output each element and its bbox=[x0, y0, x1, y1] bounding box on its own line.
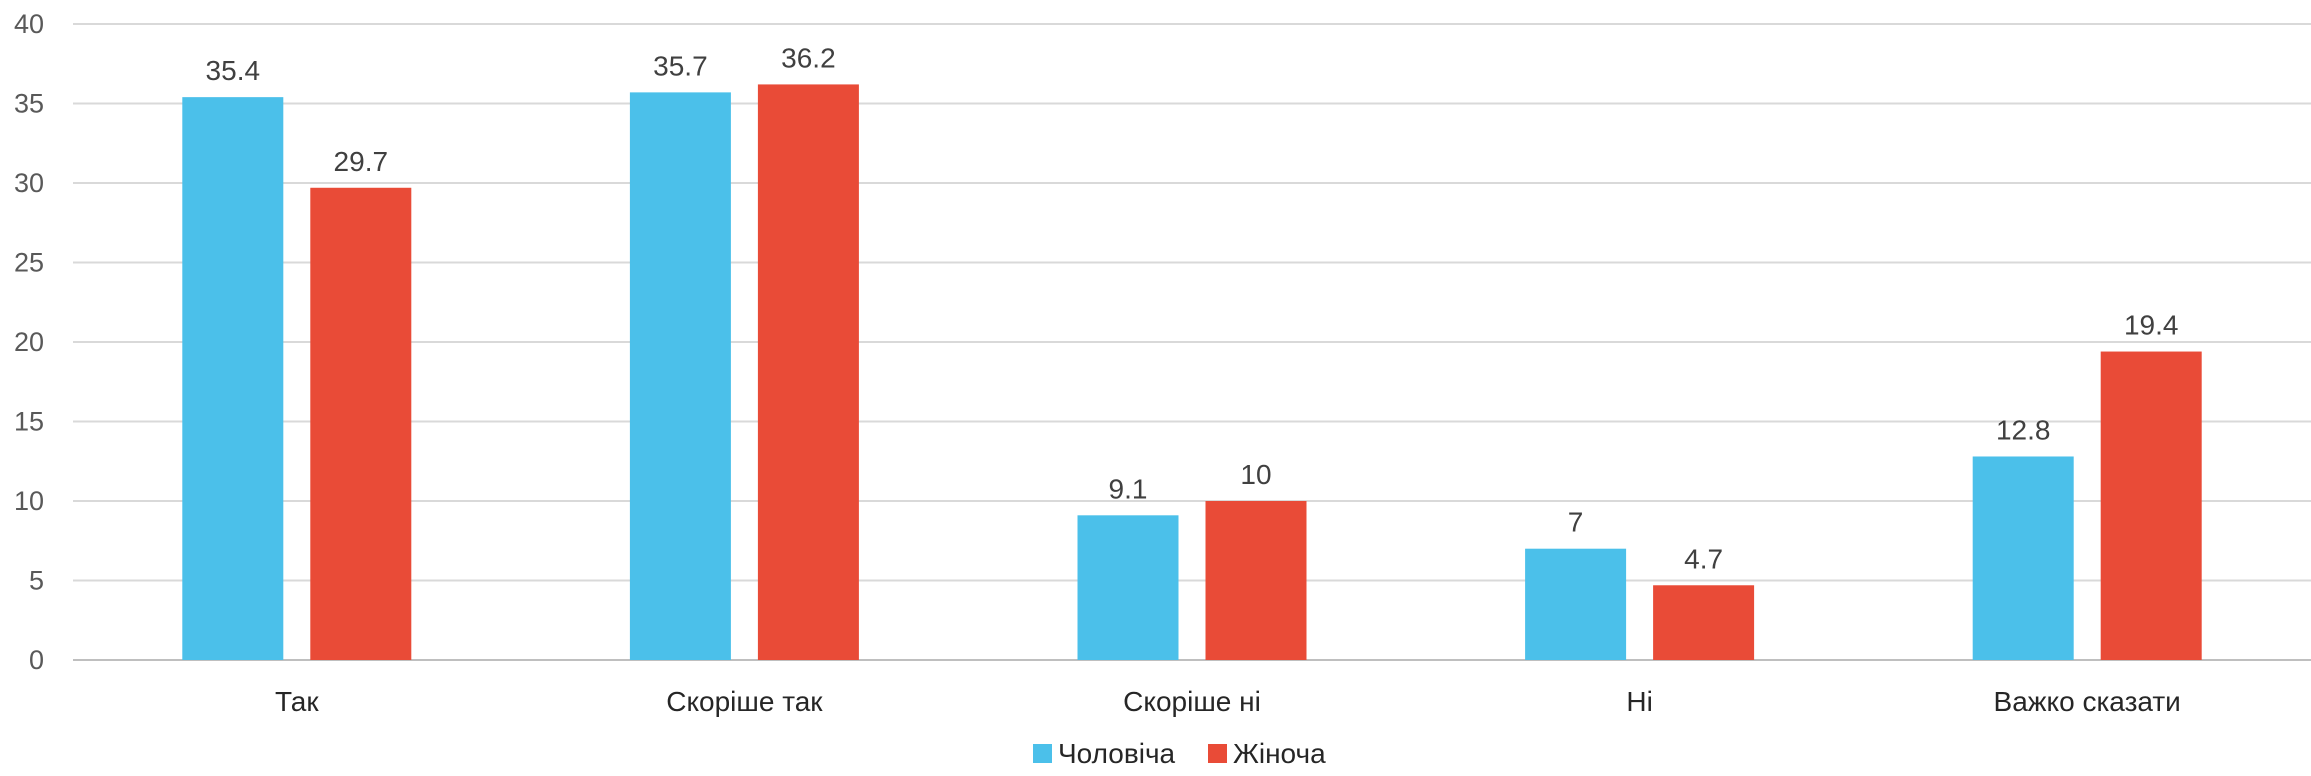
data-label: 36.2 bbox=[781, 42, 836, 73]
data-label: 7 bbox=[1568, 507, 1584, 538]
data-label: 9.1 bbox=[1109, 473, 1148, 504]
y-tick-label: 20 bbox=[14, 327, 44, 357]
bar-male-4 bbox=[1972, 456, 2074, 660]
gridlines bbox=[73, 23, 2311, 661]
y-tick-label: 30 bbox=[14, 168, 44, 198]
category-label: Важко сказати bbox=[1994, 686, 2181, 717]
data-label: 35.4 bbox=[206, 55, 261, 86]
bar-male-1 bbox=[629, 92, 731, 661]
bar-female-0 bbox=[310, 187, 412, 660]
legend-swatch-male bbox=[1033, 744, 1052, 763]
legend-label-male: Чоловіча bbox=[1058, 738, 1176, 769]
bar-male-0 bbox=[182, 97, 284, 660]
category-label: Ні bbox=[1626, 686, 1652, 717]
data-label: 10 bbox=[1240, 459, 1271, 490]
data-label: 12.8 bbox=[1996, 414, 2051, 445]
y-tick-label: 10 bbox=[14, 486, 44, 516]
data-label: 29.7 bbox=[334, 146, 389, 177]
data-labels: 35.4 29.7 35.7 36.2 9.1 10 7 4.7 12.8 19.4 bbox=[206, 42, 2179, 574]
x-axis-categories: Так Скоріше так Скоріше ні Ні Важко сказати bbox=[275, 686, 2181, 717]
category-label: Скоріше ні bbox=[1123, 686, 1261, 717]
bar-female-2 bbox=[1205, 501, 1307, 660]
y-tick-label: 5 bbox=[29, 566, 44, 596]
y-tick-label: 35 bbox=[14, 89, 44, 119]
data-label: 19.4 bbox=[2124, 310, 2179, 341]
y-axis-ticks: 0 5 10 15 20 25 30 35 40 bbox=[14, 9, 44, 675]
data-label: 35.7 bbox=[653, 50, 708, 81]
legend-swatch-female bbox=[1208, 744, 1227, 763]
y-tick-label: 0 bbox=[29, 645, 44, 675]
data-label: 4.7 bbox=[1684, 543, 1723, 574]
bars bbox=[182, 84, 2202, 661]
y-tick-label: 15 bbox=[14, 407, 44, 437]
bar-male-2 bbox=[1077, 515, 1179, 660]
category-label: Так bbox=[275, 686, 319, 717]
bar-female-3 bbox=[1653, 585, 1755, 660]
y-tick-label: 25 bbox=[14, 248, 44, 278]
bar-female-4 bbox=[2100, 351, 2202, 660]
legend: Чоловіча Жіноча bbox=[1033, 738, 1326, 769]
bar-male-3 bbox=[1525, 548, 1627, 660]
bar-female-1 bbox=[757, 84, 859, 661]
y-tick-label: 40 bbox=[14, 9, 44, 39]
legend-label-female: Жіноча bbox=[1233, 738, 1326, 769]
category-label: Скоріше так bbox=[666, 686, 823, 717]
